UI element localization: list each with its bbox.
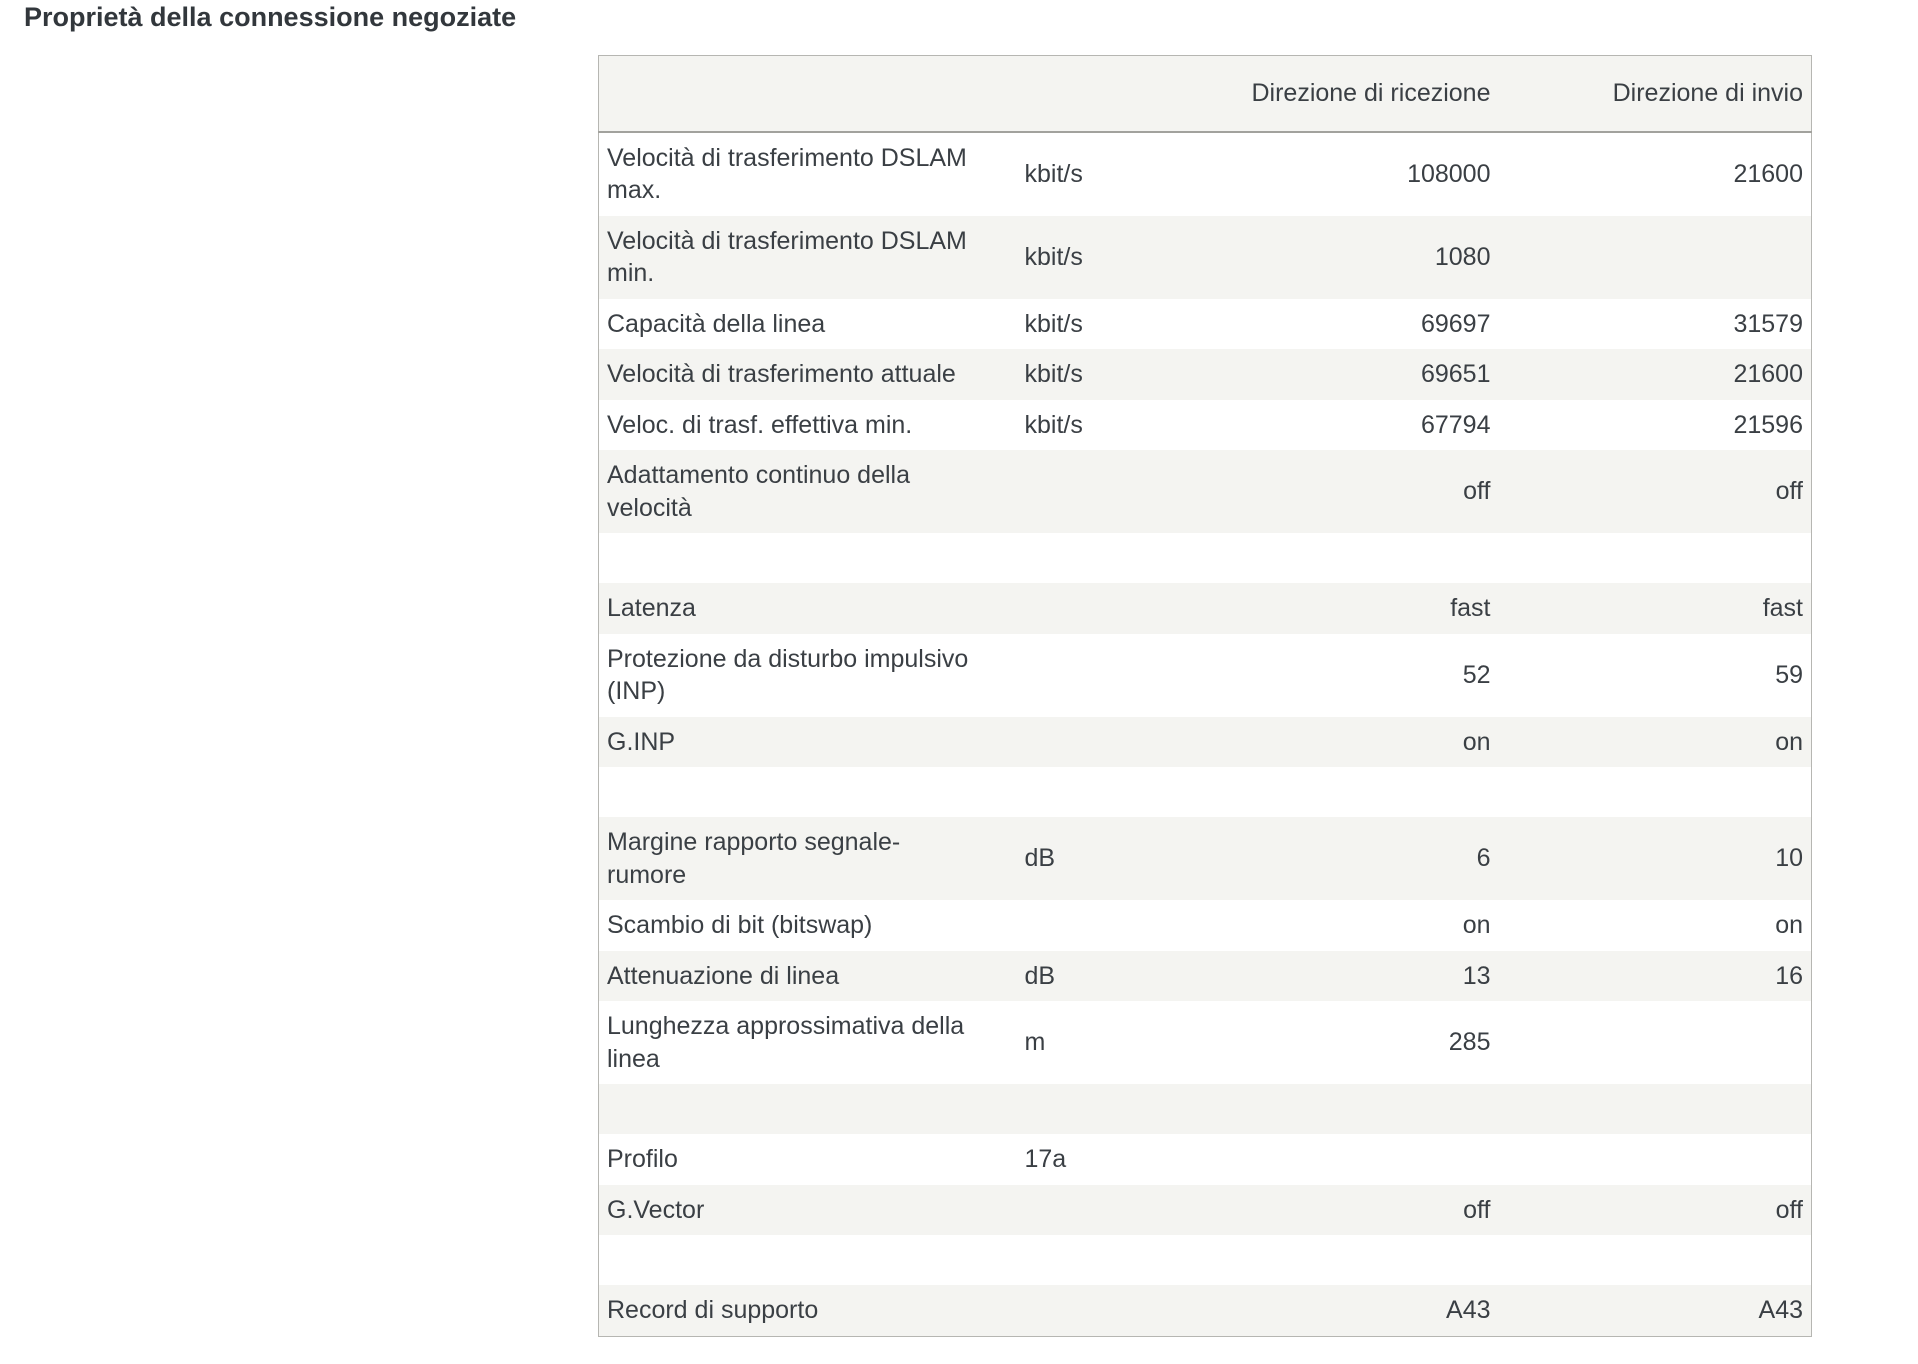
tx-value-cell: 16 xyxy=(1775,961,1803,990)
unit-cell: m xyxy=(1024,1028,1046,1057)
property-label-cell: Latenza xyxy=(607,594,696,622)
property-label-cell: Scambio di bit (bitswap) xyxy=(607,911,873,939)
tx-value-cell: 21600 xyxy=(1733,159,1803,188)
spacer-cell xyxy=(599,1235,1812,1285)
unit-cell: kbit/s xyxy=(1024,410,1083,439)
property-label-cell: Velocità di trasferimento DSLAM min. xyxy=(607,226,967,288)
property-label-cell: G.INP xyxy=(607,727,676,756)
spacer-row xyxy=(599,767,1812,817)
rx-value-cell: fast xyxy=(1450,594,1491,622)
spacer-cell xyxy=(599,533,1812,583)
unit-cell: dB xyxy=(1024,961,1056,990)
unit-cell xyxy=(1017,583,1207,634)
rx-value-cell: 67794 xyxy=(1420,410,1491,439)
tx-value-cell: on xyxy=(1775,727,1803,756)
table-row: G.INP on on xyxy=(598,716,1812,768)
unit-cell xyxy=(1017,634,1207,717)
tx-value-cell: A43 xyxy=(1758,1296,1803,1324)
rx-value-cell: 69697 xyxy=(1420,309,1491,338)
table-row: Protezione da disturbo impulsivo (INP) 52… xyxy=(599,634,1812,717)
unit-cell xyxy=(1017,450,1207,533)
unit-cell: kbit/s xyxy=(1024,159,1083,188)
unit-cell: kbit/s xyxy=(1024,309,1083,338)
property-label-cell: Capacità della linea xyxy=(607,309,826,338)
property-label-cell: Attenuazione di linea xyxy=(607,961,840,990)
rx-value-cell: 13 xyxy=(1462,961,1491,990)
spacer-cell xyxy=(599,1084,1812,1134)
table-row: Latenza fast fast xyxy=(598,583,1812,634)
property-label-cell: Margine rapporto segnale- rumore xyxy=(607,828,901,889)
spacer-row xyxy=(598,1084,1812,1134)
table-row: Veloc. di trasf. effettiva min. kbit/s 677… xyxy=(599,400,1812,451)
unit-cell: kbit/s xyxy=(1024,360,1083,388)
property-label-cell: Lunghezza approssimativa della linea xyxy=(607,1012,965,1073)
property-label-cell: Profilo xyxy=(607,1145,678,1173)
unit-cell xyxy=(1017,717,1207,768)
table-row: Velocità di trasferimento DSLAM max. kbit… xyxy=(599,132,1812,216)
rx-value-cell: off xyxy=(1463,477,1491,506)
unit-cell: 17a xyxy=(1024,1145,1067,1173)
header-unit-col xyxy=(1016,55,1207,133)
spacer-row xyxy=(599,533,1812,583)
rx-value-cell xyxy=(1207,1134,1499,1185)
tx-value-cell: off xyxy=(1775,477,1803,506)
table-row: G.Vector off off xyxy=(598,1184,1812,1236)
rx-value-cell: 6 xyxy=(1476,844,1491,873)
rx-value-cell: on xyxy=(1462,911,1491,939)
header-label-col xyxy=(598,55,1017,133)
page-title: Proprietà della connessione negoziate xyxy=(24,2,517,32)
table-row: Attenuazione di linea dB 13 16 xyxy=(598,950,1812,1001)
property-label-cell: Record di supporto xyxy=(607,1296,819,1324)
table-header-row: Direzione di ricezione Direzione di invi… xyxy=(598,55,1812,133)
header-receive-direction: Direzione di ricezione xyxy=(1206,55,1499,133)
header-send-direction: Direzione di invio xyxy=(1498,55,1812,133)
property-label-cell: Protezione da disturbo impulsivo (INP) xyxy=(607,644,969,706)
table-row: Margine rapporto segnale- rumore dB 6 10 xyxy=(598,817,1812,900)
tx-value-cell: 59 xyxy=(1775,660,1803,689)
table-row: Capacità della linea kbit/s 69697 31579 xyxy=(599,299,1812,350)
rx-value-cell: 285 xyxy=(1448,1028,1491,1057)
property-label-cell: Velocità di trasferimento attuale xyxy=(607,360,956,388)
unit-cell xyxy=(1017,900,1207,951)
unit-cell xyxy=(1017,1285,1207,1336)
property-label-cell: Veloc. di trasf. effettiva min. xyxy=(607,410,913,439)
rx-value-cell: A43 xyxy=(1446,1296,1491,1324)
table-row: Record di supporto A43 A43 xyxy=(598,1285,1812,1336)
rx-value-cell: off xyxy=(1463,1195,1491,1224)
unit-cell: kbit/s xyxy=(1024,242,1083,271)
property-label-cell: G.Vector xyxy=(607,1195,705,1224)
table-row: Adattamento continuo della velocità off of… xyxy=(598,450,1812,533)
rx-value-cell: 1080 xyxy=(1434,242,1491,271)
tx-value-cell xyxy=(1499,216,1812,299)
spacer-row xyxy=(599,1235,1812,1285)
spacer-cell xyxy=(599,767,1812,817)
table-body: Velocità di trasferimento DSLAM max. kbit… xyxy=(598,132,1812,1336)
table-row: Profilo 17a xyxy=(599,1134,1812,1185)
connection-properties-table: Direzione di ricezione Direzione di invi… xyxy=(598,55,1812,1337)
rx-value-cell: 69651 xyxy=(1420,360,1491,388)
tx-value-cell: fast xyxy=(1762,594,1803,622)
rx-value-cell: 52 xyxy=(1462,660,1491,689)
tx-value-cell: on xyxy=(1775,911,1803,939)
unit-cell: dB xyxy=(1024,844,1056,873)
rx-value-cell: on xyxy=(1462,727,1491,756)
unit-cell xyxy=(1017,1185,1207,1236)
property-label-cell: Velocità di trasferimento DSLAM max. xyxy=(607,143,967,205)
table-row: Velocità di trasferimento attuale kbit/s 6… xyxy=(598,349,1812,400)
tx-value-cell: 21596 xyxy=(1733,410,1803,439)
table-row: Velocità di trasferimento DSLAM min. kbit… xyxy=(598,215,1812,299)
table-row: Scambio di bit (bitswap) on on xyxy=(599,900,1812,951)
table-row: Lunghezza approssimativa della linea m 285 xyxy=(599,1001,1812,1084)
tx-value-cell: off xyxy=(1775,1195,1803,1224)
tx-value-cell xyxy=(1499,1001,1812,1084)
property-label-cell: Adattamento continuo della velocità xyxy=(607,461,910,522)
rx-value-cell: 108000 xyxy=(1407,159,1491,188)
tx-value-cell: 21600 xyxy=(1733,360,1803,388)
tx-value-cell xyxy=(1499,1134,1812,1185)
tx-value-cell: 10 xyxy=(1775,844,1803,873)
tx-value-cell: 31579 xyxy=(1733,309,1803,338)
